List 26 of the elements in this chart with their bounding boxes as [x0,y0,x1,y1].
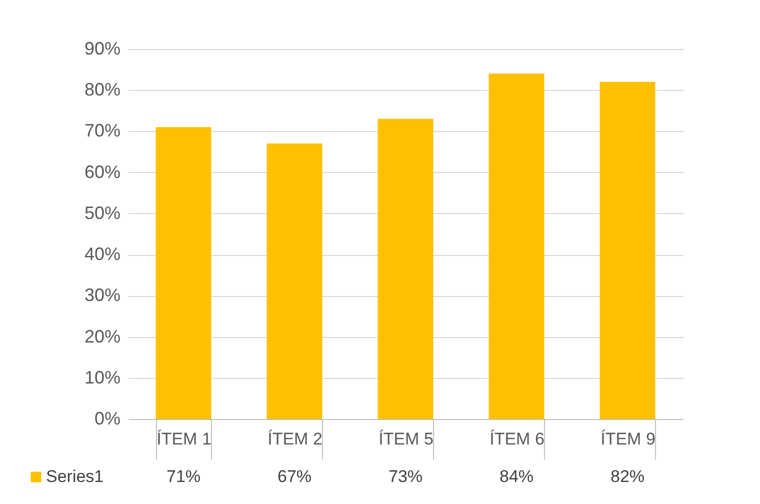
text: 84% [499,467,534,486]
y-tick-label: 10% [84,367,120,388]
x-tick-label: ÍTEM 1 [156,430,212,448]
legend-label: Series1 [46,467,104,486]
text: 67% [277,467,312,486]
y-tick-label: 80% [84,80,120,100]
bar [488,74,544,419]
text: 82% [610,467,645,486]
x-tick-label: ÍTEM 2 [268,430,322,448]
y-tick-label: 30% [84,285,120,306]
bar [600,82,656,419]
x-tick-label: ÍTEM 5 [378,430,434,448]
bar [156,127,212,419]
bar [266,144,322,419]
y-tick-label: 90% [84,38,120,58]
x-tick-label: ÍTEM 9 [600,430,656,448]
y-tick-label: 60% [84,162,120,182]
y-tick-label: 70% [84,120,120,141]
text: 73% [388,467,423,486]
y-tick-label: 0% [94,408,120,428]
y-tick-label: 50% [84,202,120,223]
text: 71% [166,467,201,486]
y-tick-label: 20% [84,326,120,346]
x-tick-label: ÍTEM 6 [490,430,544,448]
bar [378,118,434,419]
y-tick-label: 40% [84,244,120,264]
